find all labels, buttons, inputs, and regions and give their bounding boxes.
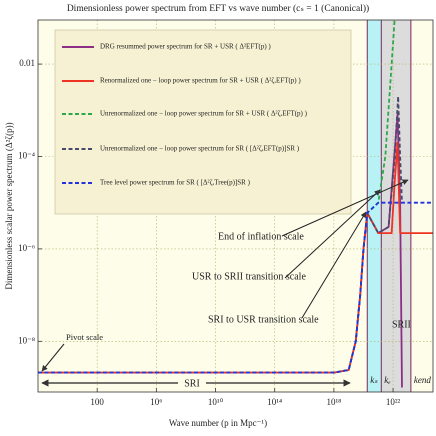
annotation: Pivot scale <box>66 332 103 342</box>
annotation-bg <box>178 378 206 390</box>
y-axis-label: Dimensionless scalar power spectrum (Δ²ζ… <box>4 122 14 289</box>
x-tick-label: 10¹⁸ <box>326 397 341 407</box>
y-tick-label: 0.01 <box>19 58 35 68</box>
x-tick-label: 100 <box>90 397 104 407</box>
legend-label: DRG resummed power spectrum for SR + USR… <box>100 43 271 51</box>
series-line <box>38 201 433 374</box>
annotation: End of inflation scale <box>218 231 304 242</box>
region <box>381 20 411 392</box>
region <box>367 20 382 392</box>
marker-label: kend <box>414 375 431 385</box>
legend-label: Unrenormalized one − loop power spectrum… <box>100 110 308 118</box>
backgrounds <box>366 20 412 392</box>
x-tick-label: 10⁶ <box>150 397 162 407</box>
annotations: kₛ kₑ kend Pivot scale SRI SRII End of inflati… <box>41 179 431 390</box>
annotation: SRI to USR transition scale <box>208 314 319 325</box>
legend-label: Unrenormalized one − loop power spectrum… <box>100 145 300 153</box>
chart-title: Dimensionless power spectrum from EFT vs… <box>67 3 369 14</box>
legend: DRG resummed power spectrum for SR + USR… <box>62 43 308 187</box>
annotation: USR to SRII transition scale <box>192 271 306 282</box>
annotation-arrow <box>281 179 409 237</box>
x-tick-label: 10²² <box>386 397 401 407</box>
x-tick-label: 10¹⁰ <box>208 397 224 407</box>
legend-label: Tree level power spectrum for SR ( [Δ²ζ,… <box>100 179 251 187</box>
x-tick-label: 10¹⁴ <box>267 397 282 407</box>
marker-label: kₛ <box>370 375 378 385</box>
annotation: SRII <box>392 319 411 330</box>
legend-label: Renormalized one − loop power spectrum f… <box>100 77 301 85</box>
y-tick-label: 10⁻⁴ <box>18 151 35 161</box>
annotation: SRI <box>184 378 200 389</box>
marker-label: kₑ <box>384 375 391 385</box>
annotation-arrow <box>41 343 65 372</box>
legend-box <box>54 29 352 215</box>
y-tick-label: 10⁻⁶ <box>18 243 35 253</box>
y-tick-label: 10⁻⁸ <box>18 335 35 345</box>
x-axis-label: Wave number (p in Mpc⁻¹) <box>169 418 267 428</box>
lines <box>38 20 433 388</box>
annotation-arrow <box>284 189 381 279</box>
annotation-arrow <box>301 211 367 319</box>
plot-frame <box>37 19 434 393</box>
